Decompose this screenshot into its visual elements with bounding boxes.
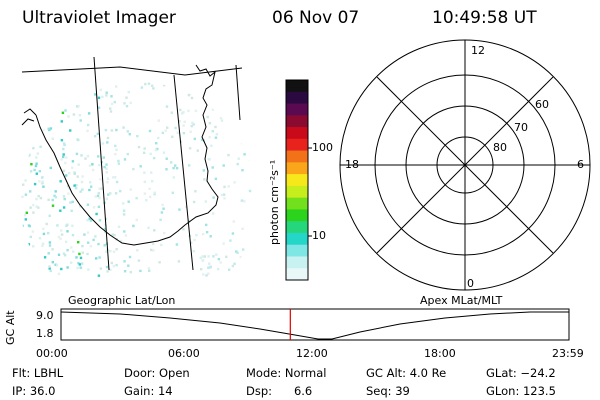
colorbar-swatch [286,150,308,163]
mlat-label-80: 80 [493,141,507,154]
polar-plot [339,39,591,291]
status-seq: Seq: 39 [366,384,410,398]
status-gain: Gain: 14 [124,384,173,398]
colorbar-swatch [286,115,308,128]
timeline-left-label: Geographic Lat/Lon [68,294,176,307]
timeline-xtick-3: 18:00 [424,347,456,360]
instrument-title: Ultraviolet Imager [22,8,176,28]
time-label: 10:49:58 UT [432,8,537,28]
mlat-label-70: 70 [514,121,528,134]
colorbar-unit-label: photon cm⁻²s⁻¹ [268,159,281,245]
colorbar-tick-100: 100 [312,141,333,154]
timeline-xtick-2: 12:00 [296,347,328,360]
colorbar-swatch [286,232,308,246]
timeline-xtick-1: 06:00 [168,347,200,360]
mlt-label-12: 12 [470,44,486,57]
status-dsp: Dsp: 6.6 [246,384,313,398]
status-glon: GLon: 123.5 [486,384,556,398]
mlt-label-0: 0 [467,277,474,290]
colorbar-swatch [286,209,308,222]
timeline-ytick-top: 9.0 [36,309,54,322]
timeline-xtick-4: 23:59 [552,347,584,360]
mlt-label-18: 18 [345,158,359,171]
colorbar-swatch [286,197,308,210]
colorbar-swatch [286,103,308,116]
status-filter: Flt: LBHL [12,366,64,380]
date-label: 06 Nov 07 [272,8,360,28]
timeline-xtick-0: 00:00 [36,347,68,360]
status-glat: GLat: −24.2 [486,366,556,380]
timeline-y-axis-label: GC Alt [4,310,17,345]
colorbar-swatch [286,174,308,187]
colorbar-swatch [286,244,308,257]
coastline [35,64,219,246]
colorbar-swatch [286,127,308,140]
colorbar-swatch [286,80,308,93]
altitude-timeline [60,308,570,341]
colorbar-swatch [286,268,308,281]
altitude-curve [60,311,569,340]
timeline-right-label: Apex MLat/MLT [420,294,503,307]
mlt-label-6: 6 [577,158,584,171]
colorbar-tick-10: 10 [312,229,326,242]
uv-image-panel [20,56,252,277]
colorbar-swatch [286,162,308,175]
colorbar-swatch [286,185,308,199]
status-ip: IP: 36.0 [12,384,56,398]
map-gridlines [21,56,243,271]
status-gc-alt: GC Alt: 4.0 Re [366,366,447,380]
mlat-label-60: 60 [535,98,549,111]
colorbar-swatch [286,221,308,234]
status-mode: Mode: Normal [246,366,327,380]
colorbar [285,79,312,281]
timeline-ytick-bottom: 1.8 [36,327,54,340]
colorbar-swatch [286,138,308,152]
status-door: Door: Open [124,366,190,380]
colorbar-swatch [286,91,308,105]
colorbar-swatch [286,256,308,269]
